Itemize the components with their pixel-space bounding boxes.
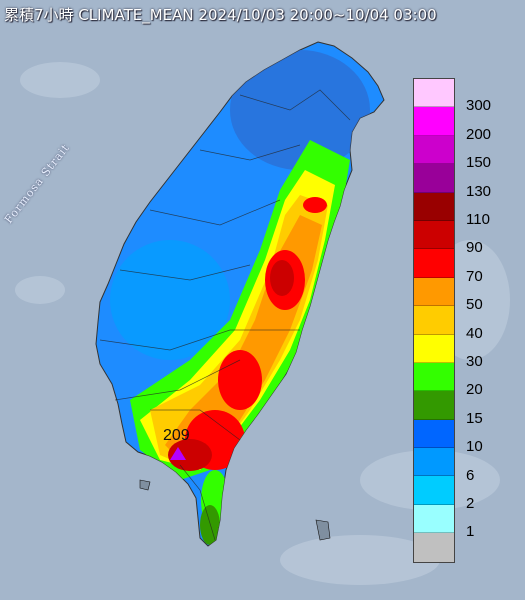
legend-tick-label: 40 [466, 324, 483, 342]
legend-swatch [414, 448, 454, 477]
legend-swatch [414, 391, 454, 420]
legend-swatch [414, 135, 454, 165]
color-legend [413, 78, 455, 563]
legend-swatch [414, 277, 454, 307]
legend-swatch [414, 220, 454, 250]
legend-swatch [414, 249, 454, 278]
legend-tick-label: 300 [466, 97, 492, 115]
legend-swatch [414, 533, 454, 562]
legend-tick-label: 20 [466, 381, 483, 399]
legend-tick-label: 50 [466, 296, 483, 314]
legend-tick-label: 200 [466, 125, 492, 143]
county-boundaries [99, 89, 351, 541]
rainfall-field [110, 50, 370, 545]
islands [139, 479, 331, 541]
legend-swatch [414, 164, 454, 193]
legend-swatch [414, 362, 454, 392]
legend-swatch [414, 79, 454, 108]
legend-swatch [414, 419, 454, 449]
map-title: 累積7小時 CLIMATE_MEAN 2024/10/03 20:00~10/0… [4, 6, 437, 24]
legend-tick-label: 30 [466, 353, 483, 370]
legend-swatch [414, 334, 454, 363]
legend-swatch [414, 504, 454, 534]
legend-tick-label: 150 [466, 154, 492, 172]
legend-tick-label: 1 [466, 523, 475, 541]
legend-tick-label: 90 [466, 239, 483, 257]
legend-swatch [414, 476, 454, 505]
legend-swatch [414, 107, 454, 136]
legend-tick-label: 10 [466, 438, 483, 456]
peak-triangle-icon [170, 447, 186, 460]
legend-tick-label: 110 [466, 211, 490, 228]
legend-swatch [414, 306, 454, 335]
legend-swatch [414, 192, 454, 221]
peak-value-label: 209 [163, 427, 190, 444]
legend-tick-label: 2 [466, 495, 475, 512]
legend-tick-label: 130 [466, 182, 492, 200]
legend-tick-label: 70 [466, 267, 483, 285]
legend-tick-label: 6 [466, 466, 475, 484]
legend-tick-label: 15 [466, 409, 483, 427]
